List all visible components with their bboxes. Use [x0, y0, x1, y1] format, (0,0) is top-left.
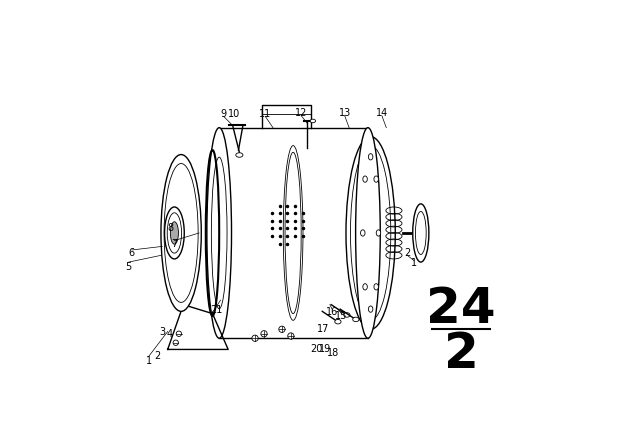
- Text: 9: 9: [221, 109, 227, 119]
- Text: 18: 18: [327, 348, 340, 358]
- Text: 13: 13: [339, 108, 351, 118]
- Ellipse shape: [310, 119, 316, 123]
- Ellipse shape: [369, 306, 373, 312]
- Ellipse shape: [161, 155, 201, 311]
- Ellipse shape: [252, 335, 258, 341]
- Text: 20: 20: [310, 345, 323, 354]
- Ellipse shape: [288, 333, 294, 339]
- Ellipse shape: [353, 317, 359, 322]
- Ellipse shape: [173, 340, 179, 345]
- Ellipse shape: [413, 204, 429, 262]
- Text: 14: 14: [376, 108, 388, 118]
- Ellipse shape: [344, 313, 350, 317]
- Text: 8: 8: [168, 224, 174, 233]
- Ellipse shape: [374, 284, 378, 290]
- Text: 1: 1: [411, 258, 417, 268]
- Ellipse shape: [360, 230, 365, 236]
- Ellipse shape: [374, 176, 378, 182]
- Ellipse shape: [346, 137, 396, 329]
- Text: 3: 3: [159, 327, 165, 336]
- Text: 17: 17: [317, 324, 330, 334]
- Ellipse shape: [363, 284, 367, 290]
- Ellipse shape: [376, 230, 381, 236]
- Text: 19: 19: [319, 345, 332, 354]
- Text: 24: 24: [426, 285, 496, 333]
- Text: 12: 12: [295, 108, 307, 118]
- Ellipse shape: [164, 207, 184, 259]
- Text: 6: 6: [129, 248, 135, 258]
- Text: 2: 2: [155, 351, 161, 361]
- Text: 10: 10: [228, 109, 240, 119]
- Ellipse shape: [369, 154, 373, 160]
- Ellipse shape: [236, 153, 243, 157]
- Text: 5: 5: [125, 262, 132, 271]
- Text: 2: 2: [444, 330, 479, 378]
- Ellipse shape: [335, 319, 341, 324]
- Ellipse shape: [176, 331, 182, 336]
- Text: 15: 15: [335, 311, 348, 321]
- Text: 7: 7: [172, 239, 177, 249]
- Text: 16: 16: [326, 307, 339, 317]
- Text: 4: 4: [167, 329, 173, 339]
- Ellipse shape: [279, 326, 285, 332]
- Ellipse shape: [170, 222, 179, 244]
- Text: 11: 11: [259, 109, 271, 119]
- Text: 2: 2: [404, 248, 410, 258]
- Text: 1: 1: [146, 356, 152, 366]
- Ellipse shape: [356, 128, 380, 338]
- Text: 21: 21: [210, 305, 222, 315]
- Ellipse shape: [363, 176, 367, 182]
- Ellipse shape: [207, 128, 232, 338]
- Ellipse shape: [261, 331, 267, 337]
